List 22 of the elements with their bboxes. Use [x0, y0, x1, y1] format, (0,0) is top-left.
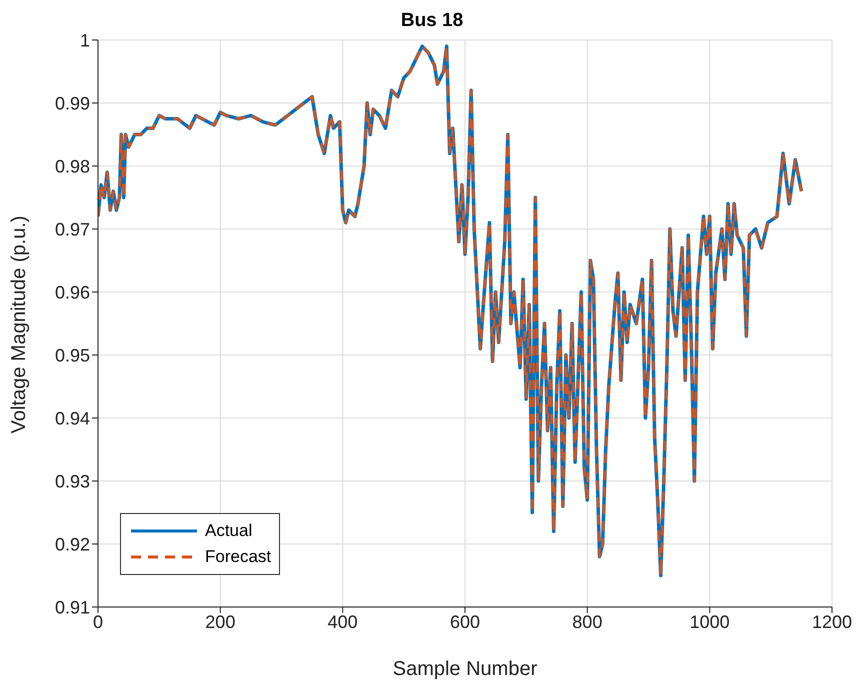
- chart-title: Bus 18: [400, 10, 464, 32]
- y-tick-label: 0.92: [54, 534, 90, 554]
- x-tick-label: 200: [205, 612, 236, 632]
- y-tick-label: 0.99: [54, 93, 90, 114]
- x-tick-label: 0: [92, 612, 104, 632]
- x-tick-label: 600: [450, 612, 480, 632]
- legend-label: Forecast: [205, 547, 272, 567]
- y-tick-label: 0.93: [54, 471, 90, 492]
- y-tick-label: 1: [80, 30, 90, 50]
- y-tick-label: 0.95: [54, 345, 90, 366]
- y-tick-label: 0.96: [54, 282, 90, 302]
- y-tick-label: 0.91: [54, 597, 90, 618]
- y-tick-label: 0.97: [54, 219, 90, 240]
- y-tick-label: 0.98: [54, 156, 90, 176]
- y-axis-title: Voltage Magnitude (p.u.): [8, 216, 30, 434]
- legend-label: Actual: [205, 521, 252, 541]
- x-tick-label: 1200: [812, 612, 852, 632]
- y-tick-label: 0.94: [54, 408, 90, 428]
- x-tick-label: 1000: [690, 612, 730, 632]
- x-tick-label: 800: [572, 612, 602, 632]
- x-axis-title: Sample Number: [392, 658, 538, 680]
- x-tick-label: 400: [328, 612, 358, 632]
